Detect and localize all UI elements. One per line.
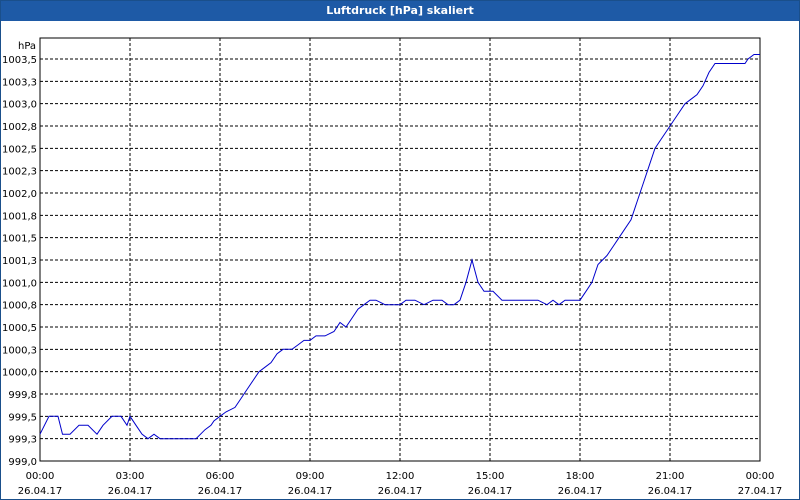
x-tick-time: 06:00 [206,471,235,482]
x-tick-time: 12:00 [386,471,415,482]
x-tick-date: 27.04.17 [738,486,783,497]
y-tick-label: 1002,0 [2,189,37,200]
y-tick-label: 1003,3 [2,77,37,88]
plot-area [39,37,761,462]
y-tick-label: 1001,5 [2,234,37,245]
y-axis-label: hPa [18,41,36,52]
x-tick-time: 00:00 [26,471,55,482]
x-tick-time: 03:00 [116,471,145,482]
y-tick-label: 1001,0 [2,278,37,289]
y-tick-label: 1003,5 [2,55,37,66]
y-tick-label: 999,5 [8,412,37,423]
x-tick-date: 26.04.17 [648,486,693,497]
y-tick-label: 1002,5 [2,144,37,155]
x-tick-time: 09:00 [296,471,325,482]
y-tick-label: 1002,3 [2,167,37,178]
y-tick-label: 1000,3 [2,345,37,356]
y-tick-label: 1002,8 [2,122,37,133]
y-tick-label: 999,3 [8,435,37,446]
y-tick-label: 1000,0 [2,368,37,379]
y-tick-label: 1001,3 [2,256,37,267]
x-tick-time: 21:00 [656,471,685,482]
y-tick-label: 1003,0 [2,100,37,111]
window-title: Luftdruck [hPa] skaliert [1,1,799,21]
x-tick-date: 26.04.17 [288,486,333,497]
x-tick-date: 26.04.17 [108,486,153,497]
x-tick-date: 26.04.17 [468,486,513,497]
x-tick-time: 00:00 [746,471,775,482]
x-tick-date: 26.04.17 [378,486,423,497]
x-tick-time: 15:00 [476,471,505,482]
y-tick-label: 999,8 [8,390,37,401]
x-tick-time: 18:00 [566,471,595,482]
pressure-series-line [39,54,760,440]
x-tick-date: 26.04.17 [198,486,243,497]
y-tick-label: 1000,8 [2,301,37,312]
x-tick-date: 26.04.17 [18,486,63,497]
x-tick-date: 26.04.17 [558,486,603,497]
y-tick-label: 1001,8 [2,211,37,222]
y-tick-label: 1000,5 [2,323,37,334]
y-tick-label: 999,0 [8,457,37,468]
